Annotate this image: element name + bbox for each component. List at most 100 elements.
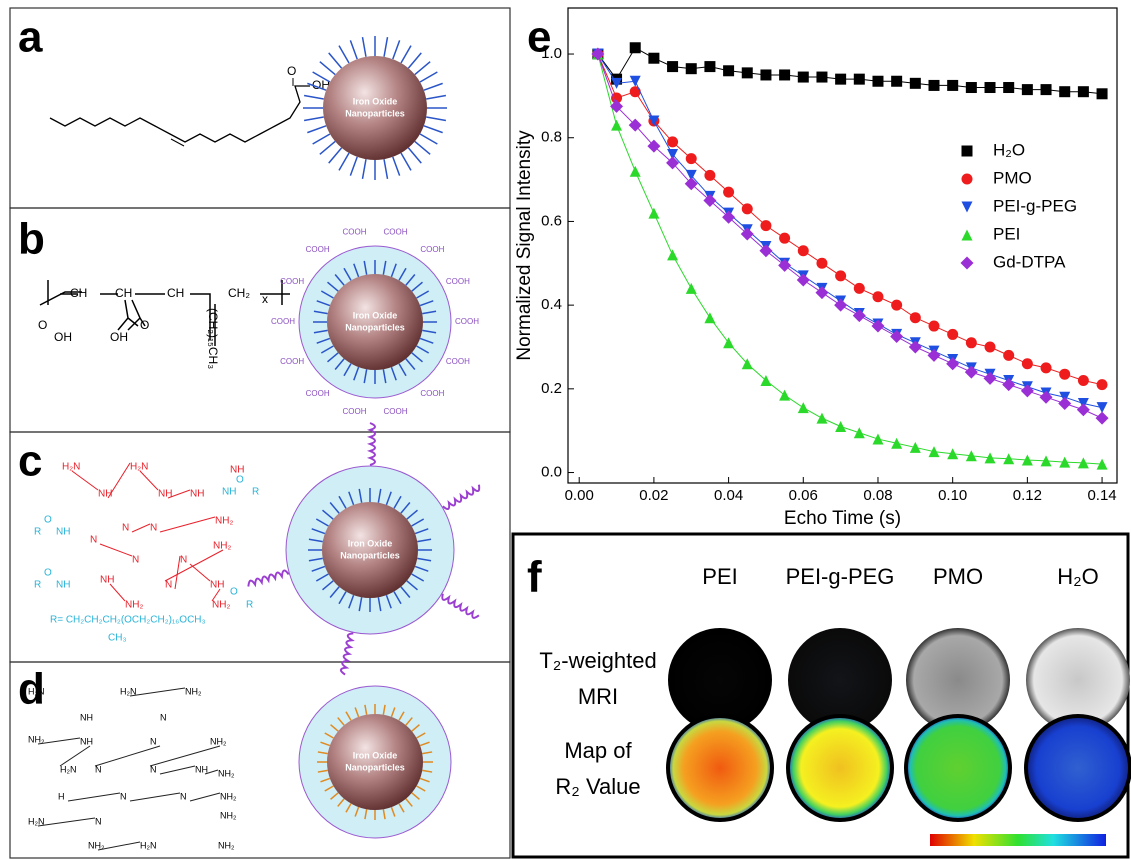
bond	[160, 517, 215, 532]
amine: N	[150, 736, 157, 746]
data-point	[965, 366, 978, 379]
peg-chain	[442, 594, 479, 618]
amine: H₂N	[120, 686, 137, 696]
x-tick-label: 0.04	[714, 487, 743, 504]
data-point	[928, 349, 941, 362]
ligand	[408, 53, 421, 68]
amine: N	[122, 523, 129, 534]
data-point	[835, 74, 846, 85]
legend-label: PEI-g-PEG	[993, 196, 1077, 215]
amine: H₂N	[28, 816, 45, 826]
bond	[108, 463, 130, 498]
data-point	[1078, 375, 1089, 386]
ligand	[426, 117, 446, 120]
panel-label: b	[18, 215, 45, 264]
amine: N	[95, 816, 102, 826]
column-header: PEI-g-PEG	[786, 564, 895, 589]
amine: NH₂	[218, 840, 235, 850]
data-point	[891, 76, 902, 87]
amine: NH₂	[210, 736, 227, 746]
bond	[110, 584, 125, 601]
x-tick-label: 0.00	[565, 487, 594, 504]
data-point	[816, 72, 827, 83]
shell-group: COOH	[280, 277, 304, 286]
ligand	[304, 95, 324, 98]
data-point	[891, 438, 902, 449]
ligand	[350, 157, 357, 176]
amine: NH₂	[220, 791, 237, 801]
data-point	[946, 357, 959, 370]
ligand	[339, 46, 349, 63]
amine: N	[90, 535, 97, 546]
data-point	[742, 203, 753, 214]
bond	[132, 524, 150, 532]
data-point	[686, 63, 697, 74]
legend-label: PMO	[993, 168, 1032, 187]
atom: O	[38, 318, 47, 332]
data-point	[760, 69, 771, 80]
data-point	[1097, 88, 1108, 99]
bond	[72, 471, 98, 490]
ligand	[304, 117, 324, 120]
data-point	[985, 341, 996, 352]
side-chain: (CH₂)₁₅CH₃	[206, 308, 220, 369]
data-point	[854, 427, 865, 438]
data-point	[947, 329, 958, 340]
peg-chain	[248, 571, 288, 587]
legend-marker	[962, 202, 973, 213]
atom: OH	[54, 330, 72, 344]
amine: NH	[100, 575, 114, 586]
ligand	[362, 159, 365, 179]
bond	[175, 556, 180, 589]
peg-chain	[443, 485, 479, 509]
x-tick-label: 0.08	[863, 487, 892, 504]
atom: CH	[115, 286, 132, 300]
amine: H₂N	[28, 686, 45, 696]
data-point	[835, 270, 846, 281]
row-label: Map of	[564, 738, 632, 763]
data-point	[985, 82, 996, 93]
mri-images	[668, 628, 1130, 846]
atom: O	[140, 318, 149, 332]
panel-label: c	[18, 437, 42, 486]
amine: NH	[210, 580, 224, 591]
ligand	[426, 95, 446, 98]
bond	[130, 793, 180, 801]
ligand	[393, 40, 400, 59]
amine: N	[180, 791, 187, 801]
amide: O	[44, 568, 52, 579]
shell-group: COOH	[306, 245, 330, 254]
y-tick-label: 1.0	[541, 45, 562, 62]
atom: x	[262, 292, 268, 306]
ligand	[424, 83, 443, 90]
data-point	[797, 274, 810, 287]
bond	[160, 766, 195, 774]
data-point	[798, 245, 809, 256]
particle-label: Iron Oxide	[348, 538, 393, 548]
data-point	[686, 283, 697, 294]
ligand	[420, 72, 437, 82]
x-tick-label: 0.06	[789, 487, 818, 504]
data-point	[1077, 403, 1090, 416]
amine: N	[132, 555, 139, 566]
data-point	[686, 153, 697, 164]
bond	[100, 544, 132, 556]
y-tick-label: 0.4	[541, 296, 562, 313]
amine: NH	[195, 764, 208, 774]
shell-group: COOH	[343, 227, 367, 236]
data-point	[984, 372, 997, 385]
shell-group: COOH	[280, 357, 304, 366]
data-point	[1041, 362, 1052, 373]
y-tick-label: 0.0	[541, 464, 562, 481]
ligand	[320, 62, 335, 75]
data-point	[929, 321, 940, 332]
fit-line	[598, 54, 1102, 408]
data-point	[667, 61, 678, 72]
data-point	[1097, 402, 1108, 413]
data-point	[779, 69, 790, 80]
data-point	[798, 72, 809, 83]
shell-group: COOH	[455, 317, 479, 326]
data-point	[966, 82, 977, 93]
data-point	[1097, 379, 1108, 390]
amine: NH₂	[218, 768, 235, 778]
